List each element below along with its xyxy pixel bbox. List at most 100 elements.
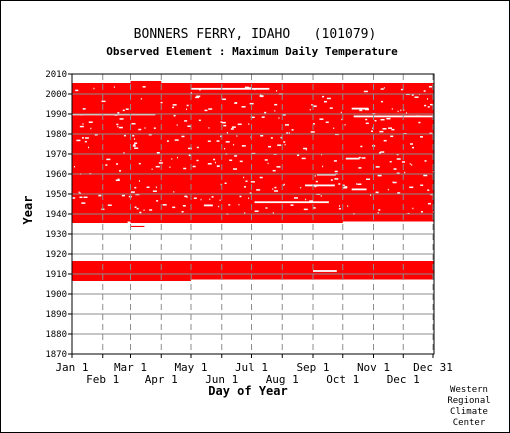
missing-day: [323, 100, 327, 103]
missing-day: [207, 163, 212, 165]
missing-day: [383, 87, 385, 89]
missing-day: [411, 94, 414, 96]
missing-day: [319, 118, 324, 120]
x-tick-label: Aug 1: [266, 373, 299, 386]
missing-day: [81, 137, 84, 139]
missing-day: [162, 204, 167, 206]
missing-day: [363, 90, 368, 93]
missing-day: [358, 167, 362, 169]
missing-day: [233, 143, 235, 146]
missing-gap: [342, 221, 434, 224]
missing-gap: [316, 173, 336, 176]
x-tick-label: Dec 31: [413, 361, 453, 374]
y-tick-label: 2010: [45, 70, 67, 80]
missing-gap: [305, 184, 335, 187]
missing-day: [196, 159, 199, 162]
missing-day: [217, 165, 220, 168]
missing-day: [246, 87, 251, 89]
missing-day: [405, 112, 407, 114]
missing-day: [280, 136, 283, 139]
missing-day: [229, 159, 233, 161]
missing-day: [195, 96, 200, 99]
missing-day: [340, 111, 342, 114]
missing-day: [234, 155, 238, 157]
missing-day: [188, 154, 191, 157]
missing-day: [286, 132, 289, 134]
y-tick-label: 1920: [45, 250, 67, 260]
missing-day: [160, 159, 162, 162]
missing-day: [78, 191, 80, 193]
missing-day: [172, 104, 177, 106]
missing-day: [151, 168, 153, 170]
missing-day: [284, 143, 286, 146]
missing-day: [380, 151, 385, 153]
x-tick-label: Jun 1: [205, 373, 238, 386]
missing-day: [365, 118, 368, 121]
missing-day: [107, 204, 112, 206]
missing-day: [380, 118, 385, 121]
missing-day: [397, 110, 399, 113]
missing-day: [258, 88, 262, 90]
missing-day: [176, 124, 178, 126]
chart-subtitle: Observed Element : Maximum Daily Tempera…: [106, 45, 398, 58]
missing-day: [396, 158, 401, 160]
missing-day: [192, 165, 196, 168]
missing-day: [360, 145, 363, 148]
missing-day: [146, 186, 150, 189]
missing-day: [430, 103, 434, 106]
missing-day: [274, 103, 278, 106]
missing-day: [310, 131, 315, 133]
missing-day: [314, 175, 316, 177]
y-tick-label: 1960: [45, 170, 67, 180]
x-tick-label: Oct 1: [326, 373, 359, 386]
missing-day: [357, 183, 362, 186]
y-tick-label: 1900: [45, 290, 67, 300]
missing-day: [123, 152, 125, 154]
missing-day: [320, 195, 322, 197]
missing-day: [208, 108, 213, 110]
x-tick-label: Feb 1: [86, 373, 119, 386]
y-tick-label: 1980: [45, 130, 67, 140]
missing-day: [359, 109, 363, 112]
missing-day: [267, 162, 269, 165]
missing-day: [378, 209, 381, 211]
y-tick-label: 1990: [45, 110, 67, 120]
missing-day: [138, 162, 141, 165]
missing-day: [122, 109, 125, 112]
missing-day: [329, 107, 333, 109]
missing-day: [392, 181, 397, 184]
missing-day: [260, 94, 262, 96]
missing-day: [309, 200, 314, 202]
x-tick-label: Jul 1: [235, 361, 268, 374]
missing-day: [366, 178, 371, 181]
missing-gap: [203, 204, 213, 207]
missing-day: [106, 158, 111, 161]
missing-day: [334, 178, 339, 180]
missing-day: [230, 128, 234, 130]
missing-day: [134, 142, 138, 144]
x-tick-label: May 1: [174, 361, 207, 374]
missing-day: [244, 212, 246, 214]
missing-day: [134, 147, 139, 149]
missing-day: [177, 156, 179, 159]
missing-day: [181, 210, 184, 213]
missing-day: [228, 204, 231, 206]
missing-day: [114, 114, 118, 116]
missing-day: [427, 106, 430, 108]
missing-gap: [72, 224, 434, 226]
missing-day: [143, 209, 145, 212]
missing-day: [84, 137, 89, 139]
missing-day: [148, 133, 152, 136]
missing-day: [136, 207, 139, 210]
missing-day: [169, 166, 171, 168]
credit-line: Regional: [447, 396, 491, 406]
credit-line: Climate: [450, 407, 488, 417]
missing-day: [82, 108, 86, 110]
missing-day: [390, 135, 394, 138]
missing-day: [144, 127, 146, 129]
missing-day: [123, 134, 126, 137]
missing-day: [155, 186, 157, 189]
missing-day: [428, 86, 432, 88]
missing-day: [237, 123, 242, 126]
missing-day: [278, 117, 280, 119]
